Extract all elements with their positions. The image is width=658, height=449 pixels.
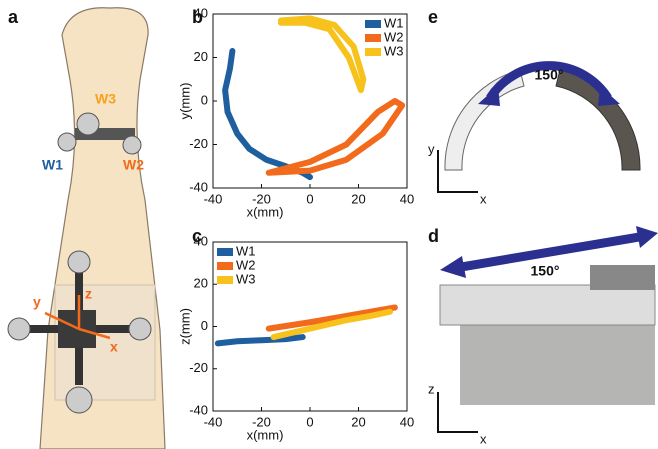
page: W3 W1 W2 x y z 150° y x 150° z x a b c d… bbox=[0, 0, 658, 449]
legend-label: W1 bbox=[384, 15, 404, 30]
panel-label: e bbox=[428, 7, 438, 27]
y-axis-label: y(mm) bbox=[177, 83, 192, 120]
marker-ball bbox=[77, 113, 99, 135]
marker-label: W2 bbox=[123, 157, 144, 173]
arrow-head bbox=[440, 256, 466, 278]
legend-swatch bbox=[365, 48, 381, 56]
legend-swatch bbox=[365, 20, 381, 28]
marker-ball bbox=[8, 318, 30, 340]
marker-ball bbox=[66, 387, 92, 413]
angle-label: 150° bbox=[531, 263, 560, 279]
marker-ball bbox=[68, 251, 90, 273]
y-tick-label: 20 bbox=[194, 276, 208, 291]
y-tick-label: -40 bbox=[189, 402, 208, 417]
marker-ball bbox=[123, 136, 141, 154]
ring-block bbox=[590, 265, 655, 290]
y-tick-label: 0 bbox=[201, 92, 208, 107]
legend-label: W2 bbox=[236, 257, 256, 272]
trajectory bbox=[225, 51, 310, 177]
arrow-head bbox=[636, 226, 658, 248]
y-tick-label: 40 bbox=[194, 5, 208, 20]
marker-label: W1 bbox=[42, 157, 63, 173]
axis-label: z bbox=[85, 286, 92, 302]
x-tick-label: 0 bbox=[306, 191, 313, 206]
y-tick-label: 0 bbox=[201, 318, 208, 333]
ring-part bbox=[445, 70, 524, 170]
trajectory bbox=[269, 101, 402, 173]
axis-label: x bbox=[480, 191, 487, 206]
y-axis-label: z(mm) bbox=[177, 308, 192, 345]
trajectory bbox=[281, 18, 363, 90]
axis-label: y bbox=[428, 141, 435, 156]
legend-swatch bbox=[217, 248, 233, 256]
panel-label: d bbox=[428, 226, 439, 246]
y-tick-label: -20 bbox=[189, 136, 208, 151]
marker-ball bbox=[129, 318, 151, 340]
legend-swatch bbox=[365, 34, 381, 42]
y-tick-label: -40 bbox=[189, 179, 208, 194]
legend-label: W3 bbox=[384, 43, 404, 58]
trajectory bbox=[218, 337, 303, 343]
y-tick-label: 20 bbox=[194, 49, 208, 64]
figure: W3 W1 W2 x y z 150° y x 150° z x a b c d… bbox=[0, 0, 658, 449]
axis-label: z bbox=[428, 381, 435, 396]
axis-label: y bbox=[33, 294, 41, 310]
legend-label: W2 bbox=[384, 29, 404, 44]
x-tick-label: 20 bbox=[351, 191, 365, 206]
marker-ball bbox=[58, 133, 76, 151]
legend-label: W1 bbox=[236, 243, 256, 258]
axis-label: x bbox=[480, 431, 487, 446]
y-tick-label: 40 bbox=[194, 233, 208, 248]
panel-label: a bbox=[8, 7, 19, 27]
x-axis-label: x(mm) bbox=[247, 427, 284, 442]
x-tick-label: 40 bbox=[400, 191, 414, 206]
legend-swatch bbox=[217, 276, 233, 284]
axis-label: x bbox=[110, 339, 118, 355]
ring-side bbox=[440, 285, 655, 325]
arrow-head bbox=[598, 86, 620, 106]
legend-label: W3 bbox=[236, 271, 256, 286]
x-axis-label: x(mm) bbox=[247, 204, 284, 219]
angle-label: 150° bbox=[535, 67, 564, 83]
y-tick-label: -20 bbox=[189, 360, 208, 375]
x-tick-label: 40 bbox=[400, 414, 414, 429]
marker-label: W3 bbox=[95, 91, 116, 107]
legend-swatch bbox=[217, 262, 233, 270]
x-tick-label: 20 bbox=[351, 414, 365, 429]
x-tick-label: 0 bbox=[306, 414, 313, 429]
